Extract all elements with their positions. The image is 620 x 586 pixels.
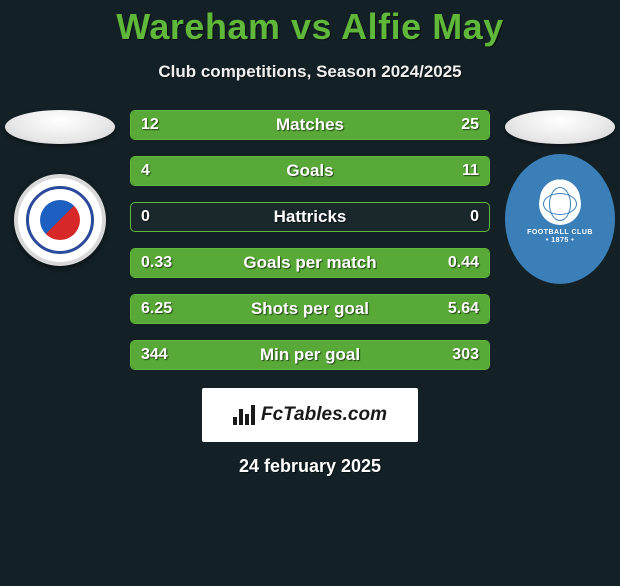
stat-value-left: 344 xyxy=(141,346,168,364)
stat-row: 0.330.44Goals per match xyxy=(130,248,490,278)
stat-value-left: 0.33 xyxy=(141,254,172,272)
stat-row: 344303Min per goal xyxy=(130,340,490,370)
stat-value-left: 6.25 xyxy=(141,300,172,318)
stat-value-left: 12 xyxy=(141,116,159,134)
brand-name: FcTables.com xyxy=(261,404,387,426)
stat-value-right: 5.64 xyxy=(448,300,479,318)
stat-value-left: 0 xyxy=(141,208,150,226)
globe-icon xyxy=(539,183,581,225)
stat-value-left: 4 xyxy=(141,162,150,180)
stat-value-right: 0.44 xyxy=(448,254,479,272)
brand-box: FcTables.com xyxy=(202,388,418,442)
stat-row: 0 0Hattricks xyxy=(130,202,490,232)
club-badge-right-text: FOOTBALL CLUB • 1875 • xyxy=(527,229,593,244)
stat-label: Hattricks xyxy=(131,207,489,227)
flag-right xyxy=(505,110,615,144)
stat-value-right: 11 xyxy=(462,162,479,180)
club-badge-left-ring xyxy=(26,186,94,254)
stats-bars: 1225Matches411Goals00Hattricks0.330.44Go… xyxy=(130,110,490,370)
bar-chart-icon xyxy=(233,405,255,425)
stat-row: 6.255.64Shots per goal xyxy=(130,294,490,324)
stat-fill-right xyxy=(246,111,489,139)
club-badge-right: FOOTBALL CLUB • 1875 • xyxy=(505,154,615,284)
player-left-column xyxy=(0,110,120,266)
page-title: Wareham vs Alfie May xyxy=(0,6,620,48)
date-label: 24 february 2025 xyxy=(0,456,620,477)
flag-left xyxy=(5,110,115,144)
club-badge-left xyxy=(14,174,106,266)
club-badge-left-core xyxy=(40,200,80,240)
stat-value-right: 0 xyxy=(470,208,479,226)
comparison-panel: 1225Matches411Goals00Hattricks0.330.44Go… xyxy=(0,110,620,370)
player-right-column: FOOTBALL CLUB • 1875 • xyxy=(500,110,620,284)
stat-value-right: 25 xyxy=(461,116,479,134)
stat-value-right: 303 xyxy=(452,346,479,364)
stat-row: 1225Matches xyxy=(130,110,490,140)
stat-row: 411Goals xyxy=(130,156,490,186)
subtitle: Club competitions, Season 2024/2025 xyxy=(0,62,620,82)
stat-fill-right xyxy=(228,157,489,185)
